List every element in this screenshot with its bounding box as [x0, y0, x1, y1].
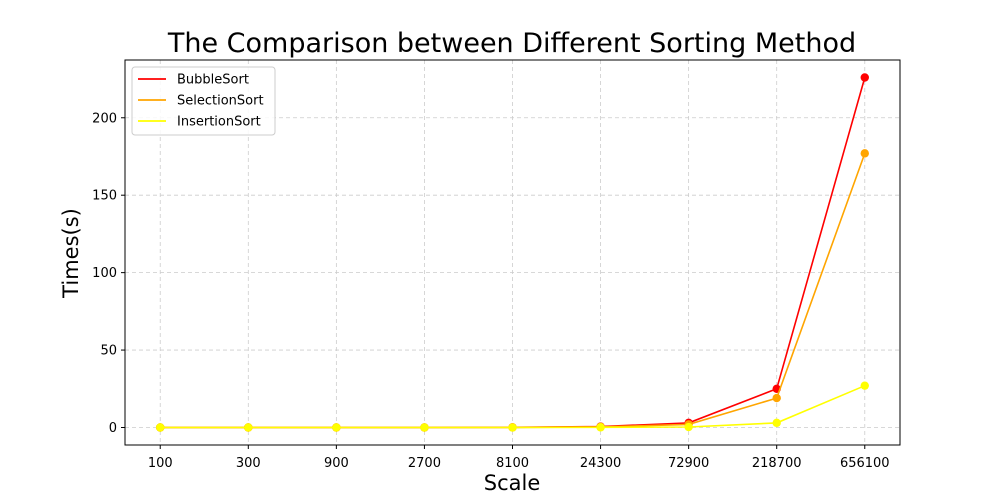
x-tick-label: 72900	[668, 456, 709, 471]
x-tick-label: 218700	[752, 456, 802, 471]
y-axis: 0 50 100 150 200	[92, 111, 125, 436]
selectionsort-point	[860, 149, 869, 158]
x-tick-label: 2700	[408, 456, 441, 471]
series-lines	[156, 73, 869, 432]
x-tick-label: 100	[148, 456, 173, 471]
x-tick-label: 8100	[496, 456, 529, 471]
insertionsort-point	[420, 423, 429, 432]
insertionsort-point	[772, 418, 781, 428]
x-tick-label: 300	[236, 456, 261, 471]
x-axis-label: Scale	[484, 471, 541, 495]
y-axis-label: Times(s)	[59, 208, 83, 299]
insertionsort-point	[244, 423, 253, 432]
insertionsort-point	[596, 423, 605, 432]
insertionsort-point	[332, 423, 341, 432]
y-tick-label: 100	[92, 266, 117, 281]
insertionsort-point	[860, 381, 869, 390]
selectionsort-point	[772, 393, 781, 403]
insertionsort-point	[508, 423, 517, 432]
y-tick-label: 0	[109, 421, 117, 436]
y-tick-label: 50	[100, 344, 117, 359]
x-axis: 100 300 900 2700 8100 24300 72900 218700 656100	[148, 445, 890, 471]
bubblesort-point	[860, 73, 869, 82]
selectionsort-legend-label: SelectionSort	[177, 94, 264, 109]
legend-box	[131, 66, 276, 136]
chart-title: The Comparison between Different Sorting…	[167, 28, 856, 59]
bubblesort-legend-label: BubbleSort	[177, 73, 249, 88]
x-tick-label: 900	[324, 456, 349, 471]
insertionsort-legend-label: InsertionSort	[177, 115, 261, 130]
insertionsort-point	[684, 422, 693, 432]
x-tick-label: 24300	[580, 456, 621, 471]
insertionsort-point	[156, 423, 165, 432]
x-tick-label: 656100	[840, 456, 890, 471]
y-tick-label: 200	[92, 111, 117, 126]
y-tick-label: 150	[92, 189, 117, 204]
legend: BubbleSort SelectionSort InsertionSort	[131, 66, 276, 136]
